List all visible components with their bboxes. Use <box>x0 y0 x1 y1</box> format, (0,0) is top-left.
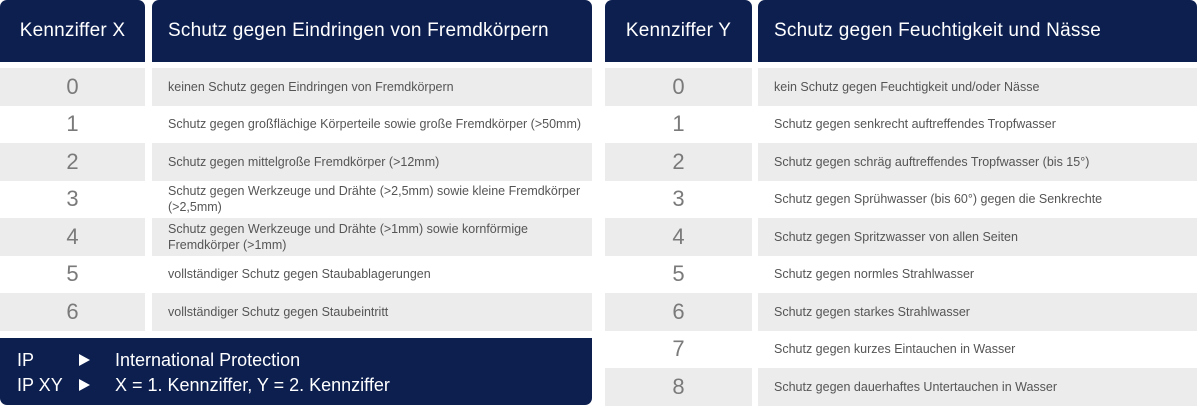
cell-text: Schutz gegen senkrecht auftreffendes Tro… <box>774 117 1056 132</box>
row-description: Schutz gegen großflächige Körperteile so… <box>152 106 592 144</box>
row-description: kein Schutz gegen Feuchtigkeit und/oder … <box>758 68 1197 106</box>
row-number: 5 <box>66 261 79 287</box>
legend-abbr: IP <box>17 349 35 370</box>
cell-text: Schutz gegen Sprühwasser (bis 60°) gegen… <box>774 192 1103 207</box>
row-description: Schutz gegen normles Strahlwasser <box>758 256 1197 294</box>
header-cell: Kennziffer Y <box>605 0 752 62</box>
row-number: 3 <box>672 186 685 212</box>
row-description: vollständiger Schutz gegen Staubablageru… <box>152 256 592 294</box>
row-number: 0 <box>0 68 145 106</box>
row-description: keinen Schutz gegen Eindringen von Fremd… <box>152 68 592 106</box>
cell-text: Schutz gegen Spritzwasser von allen Seit… <box>774 229 1018 244</box>
arrow-icon <box>79 379 90 391</box>
row-number: 1 <box>672 111 685 137</box>
cell-text: Schutz gegen schräg auftreffendes Tropfw… <box>774 154 1090 169</box>
cell-text: Schutz gegen mittelgroße Fremdkörper (>1… <box>168 154 440 169</box>
cell-text: Schutz gegen großflächige Körperteile so… <box>168 117 582 132</box>
cell-text: Schutz gegen kurzes Eintauchen in Wasser <box>774 342 1016 357</box>
row-number: 8 <box>605 368 752 406</box>
row-description: Schutz gegen Werkzeuge und Drähte (>2,5m… <box>152 181 592 219</box>
row-number: 7 <box>672 336 685 362</box>
row-number: 6 <box>605 293 752 331</box>
legend-row: IP International Protection <box>17 348 300 372</box>
row-description: Schutz gegen dauerhaftes Untertauchen in… <box>758 368 1197 406</box>
row-description: Schutz gegen mittelgroße Fremdkörper (>1… <box>152 143 592 181</box>
header-cell: Kennziffer X <box>0 0 145 62</box>
row-number: 2 <box>0 143 145 181</box>
row-number: 4 <box>0 218 145 256</box>
legend-box: IP International Protection IP XY X = 1.… <box>0 338 592 405</box>
row-description: Schutz gegen kurzes Eintauchen in Wasser <box>758 331 1197 369</box>
cell-text: Schutz gegen normles Strahlwasser <box>774 267 975 282</box>
row-description: vollständiger Schutz gegen Staubeintritt <box>152 293 592 331</box>
cell-text: kein Schutz gegen Feuchtigkeit und/oder … <box>774 79 1040 94</box>
row-number: 3 <box>66 186 79 212</box>
legend-row: IP XY X = 1. Kennziffer, Y = 2. Kennziff… <box>17 373 390 397</box>
row-number: 5 <box>672 261 685 287</box>
cell-text: Schutz gegen Werkzeuge und Drähte (>2,5m… <box>168 184 581 215</box>
legend-abbr: IP XY <box>17 374 63 395</box>
row-number: 6 <box>0 293 145 331</box>
cell-text: Schutz gegen dauerhaftes Untertauchen in… <box>774 379 1058 394</box>
legend-text: International Protection <box>115 349 301 370</box>
row-description: Schutz gegen Werkzeuge und Drähte (>1mm)… <box>152 218 592 256</box>
cell-text: Schutz gegen starkes Strahlwasser <box>774 304 970 319</box>
cell-text: vollständiger Schutz gegen Staubeintritt <box>168 304 389 319</box>
header-cell: Schutz gegen Eindringen von Fremdkörpern <box>152 0 592 62</box>
cell-text: keinen Schutz gegen Eindringen von Fremd… <box>168 79 454 94</box>
arrow-icon <box>79 354 90 366</box>
legend-text: X = 1. Kennziffer, Y = 2. Kennziffer <box>115 374 390 395</box>
row-description: Schutz gegen senkrecht auftreffendes Tro… <box>758 106 1197 144</box>
row-description: Schutz gegen Sprühwasser (bis 60°) gegen… <box>758 181 1197 219</box>
row-number: 0 <box>605 68 752 106</box>
row-description: Schutz gegen schräg auftreffendes Tropfw… <box>758 143 1197 181</box>
row-number: 2 <box>605 143 752 181</box>
row-number: 4 <box>605 218 752 256</box>
cell-text: Schutz gegen Werkzeuge und Drähte (>1mm)… <box>168 221 529 252</box>
row-number: 1 <box>66 111 79 137</box>
header-cell: Schutz gegen Feuchtigkeit und Nässe <box>758 0 1197 62</box>
row-description: Schutz gegen starkes Strahlwasser <box>758 293 1197 331</box>
cell-text: vollständiger Schutz gegen Staubablageru… <box>168 267 431 282</box>
row-description: Schutz gegen Spritzwasser von allen Seit… <box>758 218 1197 256</box>
